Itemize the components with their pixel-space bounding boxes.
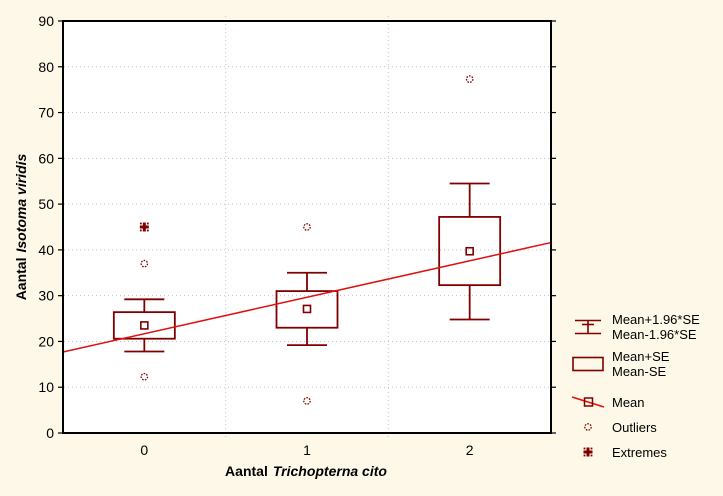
y-tick-label: 50 <box>38 196 54 212</box>
legend-label: Mean <box>612 394 645 410</box>
box-rect <box>112 311 176 340</box>
x-tick-label: 1 <box>303 442 311 458</box>
mean-marker <box>140 321 149 330</box>
box-rect <box>275 290 339 329</box>
legend-row-whiskers: Mean+1.96*SE Mean-1.96*SE <box>570 312 720 342</box>
y-tick-label: 60 <box>38 150 54 166</box>
extreme-marker-part <box>139 222 142 225</box>
y-axis-title-species: Isotoma viridis <box>13 153 29 253</box>
legend-label: Mean+SE Mean-SE <box>612 349 670 379</box>
plot-area <box>63 21 551 433</box>
legend-row-outliers: Outliers <box>570 418 720 436</box>
whisker-legend-icon <box>575 319 601 335</box>
legend-label: Extremes <box>612 444 667 460</box>
outlier-marker <box>140 259 149 268</box>
trend-line <box>62 241 552 353</box>
box-rect <box>438 216 502 287</box>
extreme-marker-part <box>146 222 149 225</box>
x-axis-title: Aantal Trichopterna cito <box>225 463 387 479</box>
x-axis-title-prefix: Aantal <box>225 463 268 479</box>
y-tick-label: 0 <box>46 425 54 441</box>
mean-legend-icon <box>571 396 605 408</box>
y-tick-label: 40 <box>38 242 54 258</box>
mean-marker <box>465 246 474 256</box>
outlier-marker <box>465 75 474 83</box>
outlier-marker <box>140 372 149 381</box>
y-axis-title-prefix: Aantal <box>13 257 29 301</box>
outlier-marker <box>303 397 311 405</box>
plot-border <box>62 20 552 434</box>
legend: Mean+1.96*SE Mean-1.96*SE Mean+SE Mean-S… <box>570 312 720 461</box>
extreme-marker <box>139 222 149 232</box>
extreme-marker-part <box>146 229 149 232</box>
legend-label: Mean+1.96*SE Mean-1.96*SE <box>612 312 700 342</box>
y-tick-label: 90 <box>38 13 54 29</box>
mean-marker <box>302 304 312 314</box>
extreme-marker-part <box>142 222 146 232</box>
extreme-legend-icon <box>583 447 593 457</box>
legend-row-extremes: Extremes <box>570 443 720 461</box>
extreme-marker-part <box>139 229 142 232</box>
x-tick-label: 0 <box>140 442 148 458</box>
y-tick-label: 30 <box>38 288 54 304</box>
y-axis-title: Aantal Isotoma viridis <box>13 154 29 301</box>
y-tick-label: 20 <box>38 333 54 349</box>
outlier-legend-icon <box>584 423 592 431</box>
x-tick-label: 2 <box>466 442 474 458</box>
legend-row-mean: Mean <box>570 393 720 411</box>
y-tick-label: 80 <box>38 59 54 75</box>
box-legend-icon <box>572 356 604 372</box>
x-axis-title-species: Trichopterna cito <box>272 463 387 479</box>
y-tick-label: 70 <box>38 105 54 121</box>
outlier-marker <box>303 223 311 231</box>
y-tick-label: 10 <box>38 379 54 395</box>
legend-row-box: Mean+SE Mean-SE <box>570 349 720 379</box>
legend-label: Outliers <box>612 419 657 435</box>
